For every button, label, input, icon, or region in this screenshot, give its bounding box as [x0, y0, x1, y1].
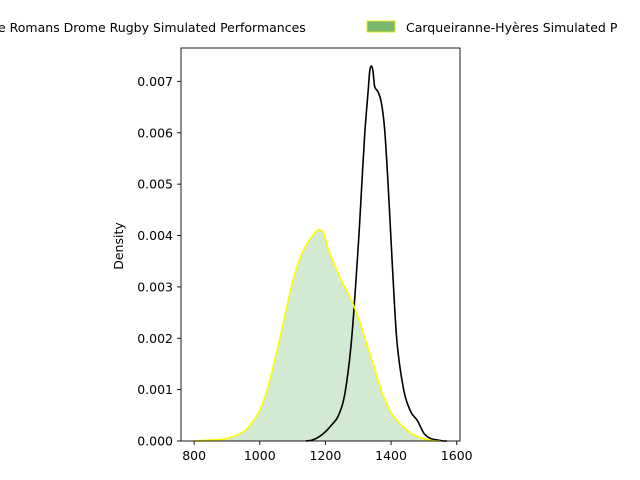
- series-2-area: [194, 229, 441, 441]
- series-2-line: [194, 228, 441, 442]
- plot-area: [194, 65, 447, 442]
- x-tick-label: 1000: [244, 448, 276, 463]
- legend-label-series-1: e Romans Drome Rugby Simulated Performan…: [0, 20, 306, 35]
- x-tick-label: 1600: [441, 448, 473, 463]
- y-axis-label: Density: [111, 222, 126, 270]
- y-tick-label: 0.007: [137, 74, 173, 89]
- y-tick-label: 0.002: [137, 331, 173, 346]
- legend-label-series-2: Carqueiranne-Hyères Simulated P: [406, 20, 618, 35]
- y-tick-label: 0.000: [137, 434, 173, 449]
- y-tick-label: 0.006: [137, 125, 173, 140]
- y-tick-label: 0.001: [137, 382, 173, 397]
- x-tick-label: 800: [182, 448, 206, 463]
- y-tick-label: 0.005: [137, 177, 173, 192]
- plot-frame: [180, 47, 461, 442]
- legend-swatch-series-2: [366, 20, 396, 33]
- axes: 800 1000 1200 1400 1600 0.000 0.001 0.002 0.003 0…: [137, 47, 473, 463]
- series-1-line: [305, 65, 447, 442]
- legend: e Romans Drome Rugby Simulated Performan…: [0, 20, 618, 35]
- y-tick-label: 0.003: [137, 279, 173, 294]
- y-tick-label: 0.004: [137, 228, 173, 243]
- x-tick-label: 1200: [310, 448, 342, 463]
- x-tick-label: 1400: [375, 448, 407, 463]
